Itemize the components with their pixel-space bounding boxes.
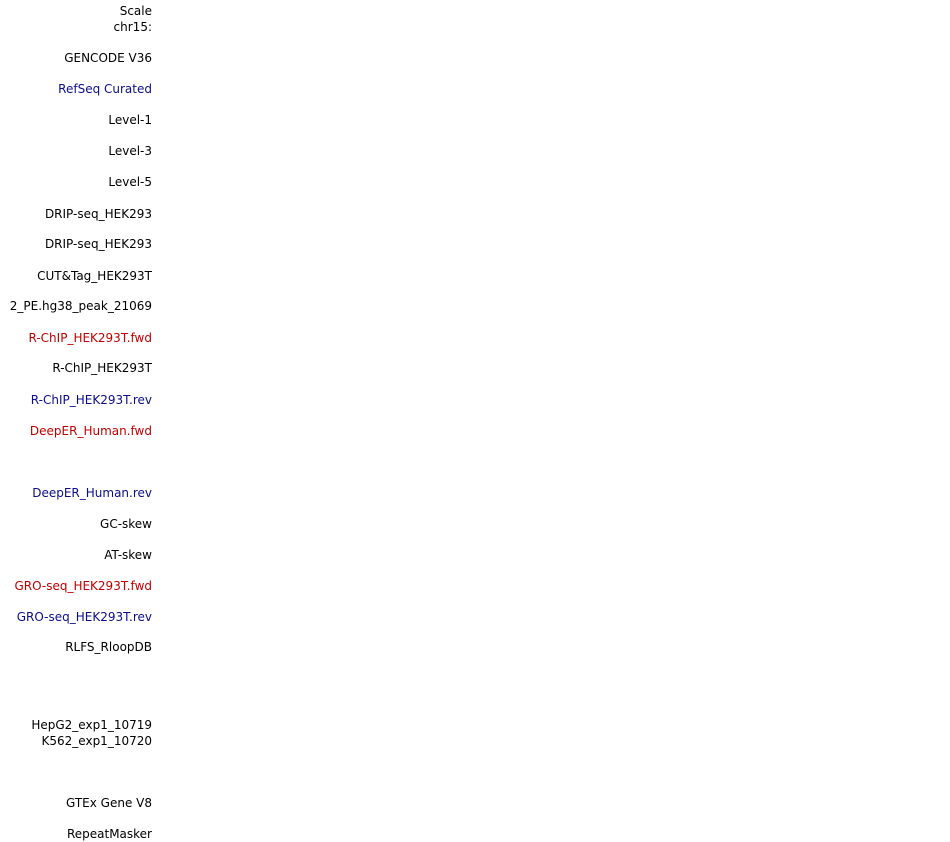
track-label-at-skew[interactable]: AT-skew — [104, 548, 152, 562]
track-label-chromosome[interactable]: chr15: — [113, 20, 152, 34]
track-label-deeper-fwd[interactable]: DeepER_Human.fwd — [29, 424, 152, 438]
track-label-cut-and-tag[interactable]: CUT&Tag_HEK293T — [37, 269, 152, 283]
track-label-deeper-rev[interactable]: DeepER_Human.rev — [32, 486, 152, 500]
track-label-rlfs-rloopdb[interactable]: RLFS_RloopDB — [65, 640, 152, 654]
track-label-gro-seq-rev[interactable]: GRO-seq_HEK293T.rev — [16, 610, 152, 624]
track-label-r-chip[interactable]: R-ChIP_HEK293T — [52, 361, 152, 375]
track-label-drip-seq-2[interactable]: DRIP-seq_HEK293 — [44, 237, 152, 251]
track-label-gro-seq-fwd[interactable]: GRO-seq_HEK293T.fwd — [14, 579, 152, 593]
track-label-hepg2-exp1[interactable]: HepG2_exp1_10719 — [31, 718, 152, 732]
track-label-column: Scale chr15: GENCODE V36 RefSeq Curated … — [0, 0, 152, 842]
track-display-area[interactable] — [152, 0, 950, 842]
track-label-gc-skew[interactable]: GC-skew — [100, 517, 152, 531]
track-label-repeatmasker[interactable]: RepeatMasker — [66, 827, 152, 841]
track-label-level-5[interactable]: Level-5 — [108, 175, 152, 189]
track-label-gencode[interactable]: GENCODE V36 — [64, 51, 152, 65]
track-label-r-chip-fwd[interactable]: R-ChIP_HEK293T.fwd — [28, 331, 153, 345]
track-label-k562-exp1[interactable]: K562_exp1_10720 — [41, 734, 152, 748]
track-label-r-chip-rev[interactable]: R-ChIP_HEK293T.rev — [30, 393, 152, 407]
track-label-gtex-gene-v8[interactable]: GTEx Gene V8 — [65, 796, 152, 810]
track-label-drip-seq-1[interactable]: DRIP-seq_HEK293 — [44, 207, 152, 221]
track-label-peak-21069[interactable]: 2_PE.hg38_peak_21069 — [9, 299, 152, 313]
track-label-refseq-curated[interactable]: RefSeq Curated — [58, 82, 152, 96]
track-label-level-3[interactable]: Level-3 — [108, 144, 152, 158]
track-label-level-1[interactable]: Level-1 — [108, 113, 152, 127]
track-label-scale[interactable]: Scale — [119, 4, 152, 18]
